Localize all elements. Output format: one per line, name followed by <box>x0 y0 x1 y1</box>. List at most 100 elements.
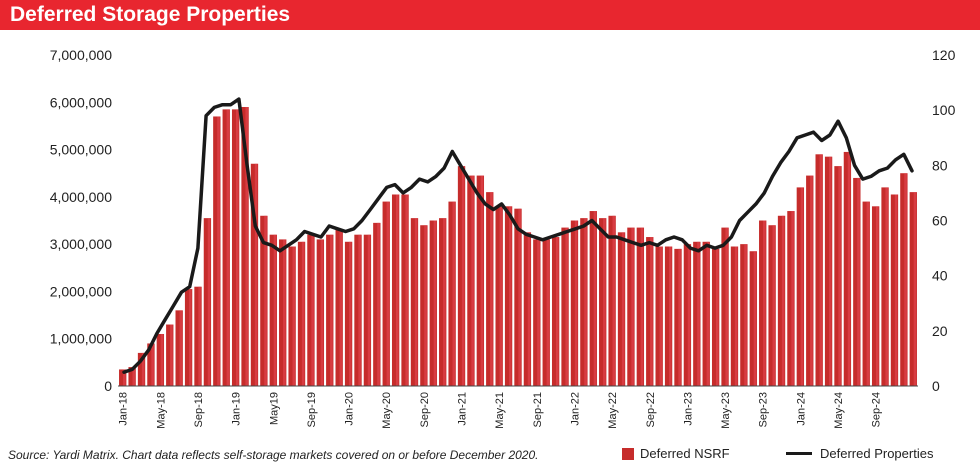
left-tick-label: 6,000,000 <box>50 94 112 110</box>
bar <box>326 234 334 386</box>
bar <box>495 206 503 386</box>
bar <box>693 241 701 386</box>
bar <box>457 166 466 386</box>
x-tick-label: Sep-20 <box>419 392 431 427</box>
legend-properties-label: Deferred Properties <box>820 446 934 461</box>
bar <box>730 246 739 386</box>
x-tick-label: Jan-18 <box>118 392 130 426</box>
left-tick-label: 2,000,000 <box>50 283 112 299</box>
x-tick-label: May19 <box>268 392 280 425</box>
left-tick-label: 1,000,000 <box>50 331 112 347</box>
bar <box>260 215 268 386</box>
bar <box>241 107 249 386</box>
bar <box>533 239 541 386</box>
bar <box>288 246 296 386</box>
bar <box>787 211 795 386</box>
left-tick-label: 7,000,000 <box>50 47 112 63</box>
bar <box>749 251 757 386</box>
legend-properties: Deferred Properties <box>786 446 933 461</box>
left-tick-label: 5,000,000 <box>50 142 112 158</box>
line-series <box>122 97 914 374</box>
bar <box>335 229 343 386</box>
bar <box>853 177 861 386</box>
bar <box>570 220 579 386</box>
x-tick-label: May-21 <box>494 392 506 429</box>
x-tick-label: Jan-20 <box>344 392 356 426</box>
bar <box>119 369 127 386</box>
bar-series <box>119 107 917 386</box>
bar <box>147 343 155 386</box>
x-tick-label: Sep-21 <box>532 392 544 427</box>
x-tick-label: Sep-22 <box>645 392 657 427</box>
bar <box>834 166 842 386</box>
bar <box>279 239 287 386</box>
bar <box>344 241 353 386</box>
right-tick-label: 40 <box>932 268 948 284</box>
bar <box>664 246 673 386</box>
bar <box>316 239 325 386</box>
bar <box>551 237 560 386</box>
bar <box>410 218 419 386</box>
bar <box>231 109 240 386</box>
bar <box>467 175 475 386</box>
bar <box>862 201 870 386</box>
legend-bar-swatch <box>622 447 634 460</box>
bar <box>711 248 720 386</box>
bar <box>721 227 729 386</box>
deferred-properties-line <box>122 97 914 374</box>
bar <box>824 156 833 386</box>
bar <box>881 187 889 386</box>
x-axis: Jan-18 May-18 Sep-18 Jan-19 May19 Sep-19 Jan-2… <box>118 392 883 429</box>
left-tick-label: 0 <box>104 378 112 394</box>
bar <box>702 241 710 386</box>
legend-nsrf: Deferred NSRF <box>622 446 730 461</box>
bar <box>796 187 805 386</box>
bar <box>806 175 814 386</box>
bar <box>250 163 259 386</box>
bar <box>391 194 400 386</box>
bar <box>504 206 513 386</box>
bar <box>382 201 390 386</box>
bar <box>871 206 880 386</box>
bar <box>580 218 588 386</box>
bar <box>768 225 776 386</box>
x-tick-label: Sep-19 <box>306 392 318 427</box>
x-tick-label: Jan-24 <box>795 392 807 426</box>
bar <box>759 220 767 386</box>
chart-area: 0 1,000,000 2,000,000 3,000,000 4,000,000 5,0… <box>50 47 956 429</box>
bar <box>617 232 626 386</box>
bar <box>401 194 409 386</box>
bar <box>900 173 908 386</box>
bar <box>373 222 381 386</box>
bar <box>354 234 362 386</box>
chart-title: Deferred Storage Properties <box>10 3 291 26</box>
legend-nsrf-label: Deferred NSRF <box>640 446 730 461</box>
x-tick-label: Jan-19 <box>231 392 243 426</box>
x-tick-label: Sep-18 <box>193 392 205 427</box>
source-note: Source: Yardi Matrix. Chart data reflect… <box>8 448 539 462</box>
bar <box>627 227 635 386</box>
x-tick-label: May-24 <box>833 392 845 429</box>
left-axis: 0 1,000,000 2,000,000 3,000,000 4,000,000 5,0… <box>50 47 113 394</box>
bar <box>476 175 485 386</box>
x-tick-label: Jan-23 <box>682 392 694 426</box>
right-tick-label: 80 <box>932 157 948 173</box>
right-tick-label: 20 <box>932 323 948 339</box>
bar <box>843 151 852 386</box>
bar <box>363 234 372 386</box>
bar <box>674 248 682 386</box>
x-tick-label: May-23 <box>720 392 732 429</box>
bar <box>166 324 174 386</box>
x-tick-label: Jan-21 <box>457 392 469 426</box>
bar <box>194 286 202 386</box>
bar <box>655 246 663 386</box>
bar <box>439 218 447 386</box>
bar <box>175 310 183 386</box>
bar <box>599 218 607 386</box>
bar <box>137 352 146 386</box>
right-tick-label: 120 <box>932 47 956 63</box>
right-tick-label: 0 <box>932 378 940 394</box>
bar <box>589 211 597 386</box>
bar <box>815 154 823 386</box>
bar <box>297 241 306 386</box>
